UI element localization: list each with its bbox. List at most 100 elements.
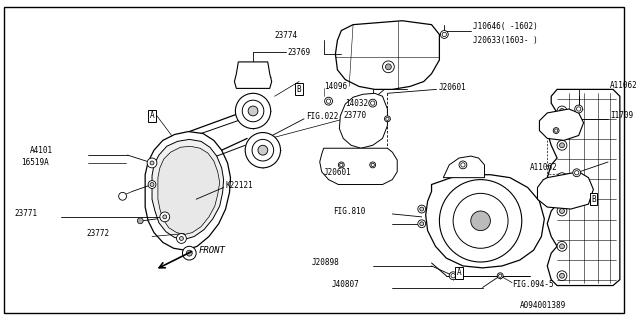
Text: 14032: 14032 (345, 99, 369, 108)
Circle shape (442, 32, 447, 36)
Circle shape (383, 61, 394, 73)
Polygon shape (547, 89, 620, 285)
Circle shape (243, 100, 264, 122)
Text: A11062: A11062 (530, 163, 557, 172)
Text: 23770: 23770 (343, 111, 367, 120)
Circle shape (557, 206, 567, 216)
Circle shape (236, 93, 271, 129)
Circle shape (179, 236, 184, 240)
Polygon shape (234, 62, 272, 88)
Text: J20633(1603- ): J20633(1603- ) (473, 36, 538, 45)
Circle shape (177, 234, 186, 244)
Circle shape (324, 97, 333, 105)
Polygon shape (538, 172, 593, 209)
Text: A11062: A11062 (610, 81, 638, 90)
Text: J10646( -1602): J10646( -1602) (473, 22, 538, 31)
Circle shape (557, 271, 567, 281)
Text: 16519A: 16519A (22, 158, 49, 167)
Text: 23769: 23769 (287, 48, 310, 57)
Circle shape (138, 218, 143, 224)
Text: J20601: J20601 (438, 83, 466, 92)
Text: FIG.094-5: FIG.094-5 (512, 280, 554, 289)
Text: J20898: J20898 (312, 259, 340, 268)
Circle shape (386, 117, 389, 120)
Circle shape (557, 241, 567, 251)
Circle shape (252, 140, 274, 161)
Circle shape (385, 116, 390, 122)
Circle shape (577, 107, 581, 111)
Circle shape (559, 273, 564, 278)
Circle shape (559, 175, 564, 180)
Text: B: B (591, 195, 596, 204)
Circle shape (559, 209, 564, 213)
Polygon shape (444, 156, 484, 178)
Circle shape (371, 163, 374, 166)
Circle shape (148, 180, 156, 188)
Circle shape (182, 246, 196, 260)
Circle shape (499, 274, 502, 277)
Circle shape (245, 132, 280, 168)
Circle shape (440, 30, 448, 38)
Text: K22121: K22121 (225, 181, 253, 190)
Circle shape (150, 182, 154, 187)
Circle shape (420, 207, 424, 211)
Circle shape (340, 163, 343, 166)
Circle shape (449, 272, 457, 280)
Text: 23771: 23771 (15, 210, 38, 219)
Text: FIG.022: FIG.022 (306, 112, 339, 121)
Circle shape (420, 222, 424, 226)
Text: FRONT: FRONT (198, 246, 225, 255)
Text: J20601: J20601 (324, 168, 351, 177)
Circle shape (371, 101, 375, 105)
Circle shape (248, 106, 258, 116)
Polygon shape (320, 148, 397, 185)
Circle shape (160, 212, 170, 222)
Text: A: A (150, 111, 154, 120)
Circle shape (557, 140, 567, 150)
Polygon shape (335, 21, 440, 89)
Circle shape (573, 169, 580, 177)
Circle shape (557, 173, 567, 182)
Circle shape (418, 205, 426, 213)
Circle shape (557, 106, 567, 116)
Text: A4101: A4101 (29, 146, 52, 155)
Circle shape (385, 64, 391, 70)
Circle shape (118, 192, 127, 200)
Polygon shape (152, 140, 223, 239)
Text: FIG.810: FIG.810 (333, 207, 366, 217)
Circle shape (553, 128, 559, 133)
Circle shape (559, 143, 564, 148)
Text: A: A (457, 268, 461, 277)
Circle shape (497, 273, 503, 279)
Text: I1709: I1709 (610, 111, 633, 120)
Circle shape (258, 145, 268, 155)
Circle shape (370, 162, 376, 168)
Circle shape (339, 162, 344, 168)
Circle shape (559, 108, 564, 113)
Polygon shape (145, 132, 230, 250)
Circle shape (453, 193, 508, 248)
Circle shape (471, 211, 490, 231)
Text: 23772: 23772 (86, 229, 109, 238)
Text: 14096: 14096 (324, 82, 347, 91)
Circle shape (461, 163, 465, 167)
Polygon shape (339, 93, 387, 148)
Circle shape (440, 180, 522, 262)
Circle shape (150, 161, 154, 165)
Text: A094001389: A094001389 (520, 301, 566, 310)
Circle shape (369, 99, 376, 107)
Circle shape (163, 215, 167, 219)
Circle shape (554, 129, 557, 132)
Polygon shape (540, 109, 584, 140)
Circle shape (575, 105, 582, 113)
Circle shape (326, 99, 331, 103)
Polygon shape (426, 175, 545, 268)
Circle shape (459, 161, 467, 169)
Circle shape (575, 171, 579, 175)
Circle shape (418, 220, 426, 228)
Circle shape (559, 244, 564, 249)
Polygon shape (158, 146, 220, 235)
Circle shape (147, 158, 157, 168)
Text: B: B (297, 85, 301, 94)
Circle shape (186, 250, 192, 256)
